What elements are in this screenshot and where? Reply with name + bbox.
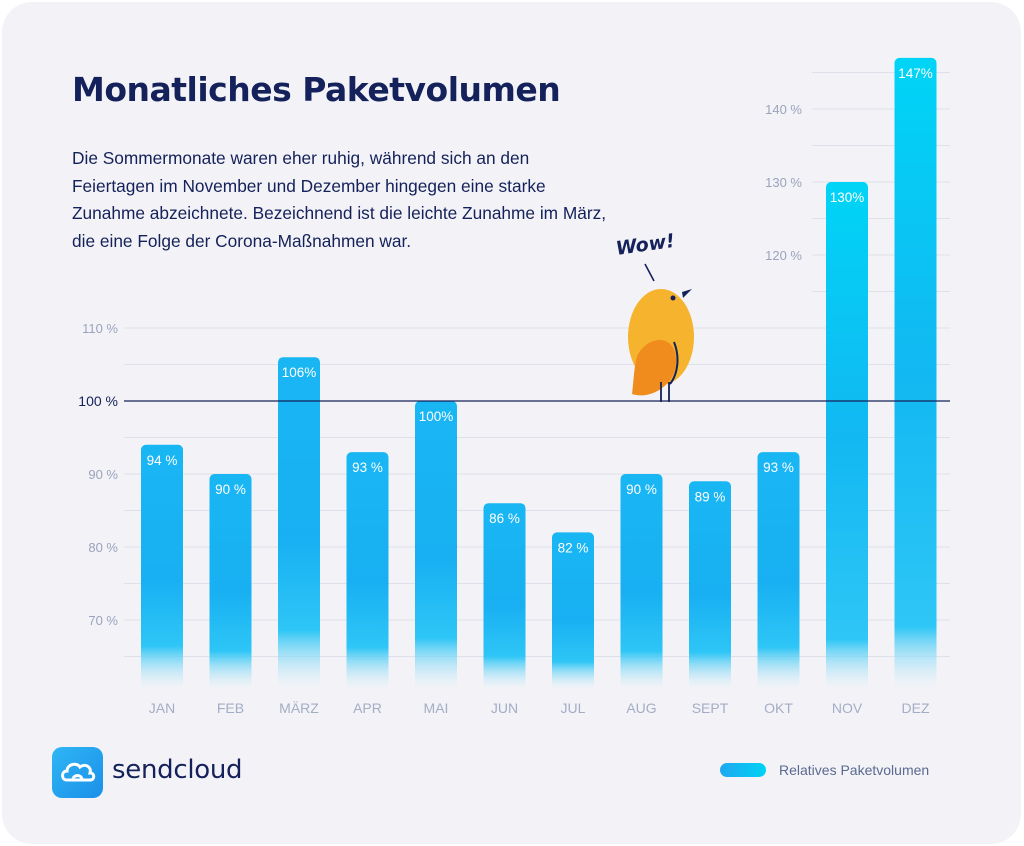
data-label: 130% bbox=[830, 190, 865, 205]
y-tick-label: 100 % bbox=[78, 393, 118, 409]
bar bbox=[689, 481, 731, 690]
bar bbox=[141, 444, 183, 690]
data-label: 82 % bbox=[558, 540, 589, 555]
data-label: 93 % bbox=[763, 460, 794, 475]
x-tick-label: SEPT bbox=[692, 700, 729, 716]
legend-label: Relatives Paketvolumen bbox=[779, 762, 930, 778]
data-label: 93 % bbox=[352, 460, 383, 475]
bar bbox=[209, 474, 252, 690]
brand-name: sendcloud bbox=[112, 755, 243, 785]
chart-title: Monatliches Paketvolumen bbox=[72, 70, 561, 109]
bar bbox=[415, 401, 457, 690]
bar bbox=[278, 357, 320, 690]
data-label: 100% bbox=[419, 409, 454, 424]
cloud-icon bbox=[52, 747, 103, 798]
data-label: 89 % bbox=[695, 489, 726, 504]
x-tick-label: OKT bbox=[764, 700, 793, 716]
x-tick-label: AUG bbox=[626, 700, 656, 716]
y-tick-label: 130 % bbox=[765, 175, 802, 190]
x-tick-label: FEB bbox=[217, 700, 244, 716]
y-tick-label: 140 % bbox=[765, 102, 802, 117]
bar bbox=[826, 182, 868, 690]
bar bbox=[757, 452, 800, 690]
x-tick-label: NOV bbox=[832, 700, 863, 716]
data-label: 86 % bbox=[489, 511, 520, 526]
y-tick-label: 110 % bbox=[82, 321, 118, 336]
bar bbox=[552, 532, 594, 690]
bar bbox=[346, 452, 389, 690]
x-tick-label: JAN bbox=[149, 700, 175, 716]
data-label: 106% bbox=[282, 365, 317, 380]
y-tick-label: 70 % bbox=[88, 613, 118, 628]
y-tick-label: 90 % bbox=[88, 467, 118, 482]
x-tick-label: MÄRZ bbox=[279, 700, 319, 716]
x-tick-label: APR bbox=[353, 700, 382, 716]
bar bbox=[894, 57, 937, 690]
data-label: 90 % bbox=[626, 482, 657, 497]
data-label: 94 % bbox=[147, 453, 178, 468]
bar bbox=[620, 474, 663, 690]
x-tick-label: JUL bbox=[561, 700, 586, 716]
legend-swatch bbox=[720, 763, 766, 777]
y-tick-label: 80 % bbox=[88, 540, 118, 555]
data-label: 90 % bbox=[215, 482, 246, 497]
x-tick-label: DEZ bbox=[902, 700, 930, 716]
bar bbox=[483, 503, 526, 690]
x-tick-label: MAI bbox=[424, 700, 449, 716]
y-tick-label: 120 % bbox=[765, 248, 802, 263]
x-tick-label: JUN bbox=[491, 700, 518, 716]
data-label: 147% bbox=[898, 66, 933, 81]
chart-subtitle: Die Sommermonate waren eher ruhig, währe… bbox=[72, 148, 607, 251]
